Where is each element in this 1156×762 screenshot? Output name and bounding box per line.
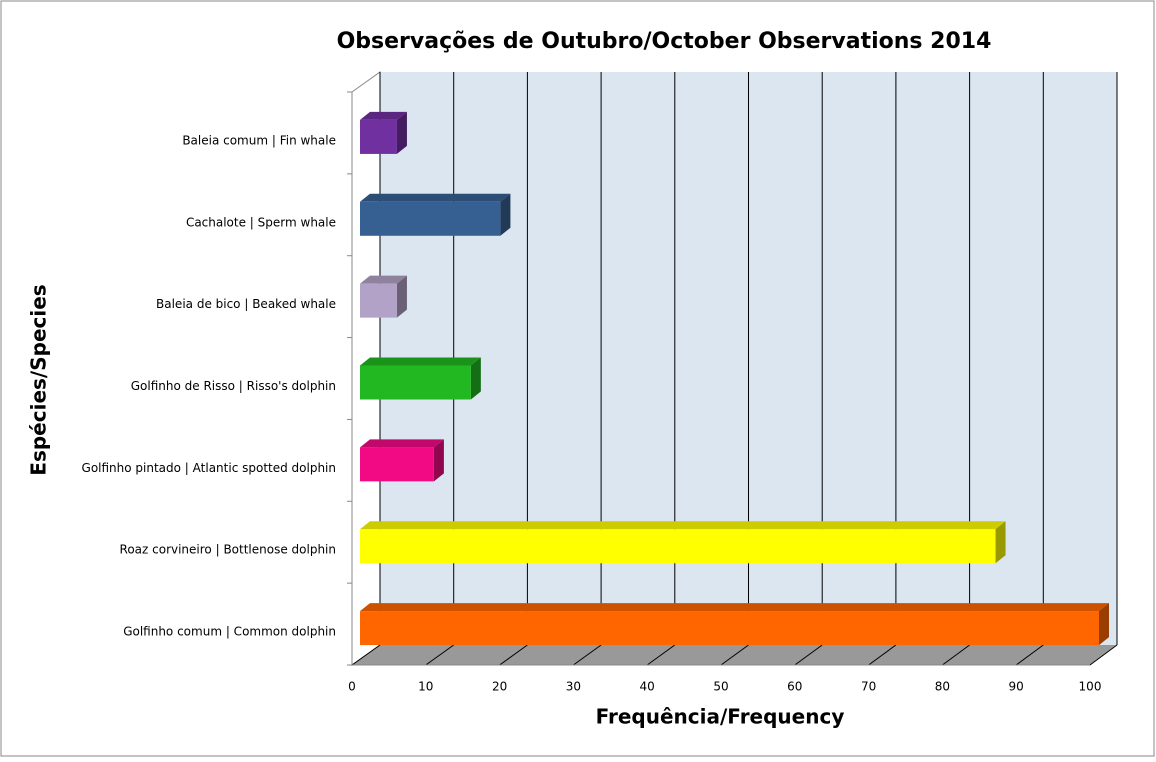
x-tick-label: 70	[861, 680, 876, 694]
x-tick-label: 40	[640, 680, 655, 694]
x-tick-label: 90	[1009, 680, 1024, 694]
bar-top	[360, 439, 444, 448]
x-tick-label: 60	[787, 680, 802, 694]
bar-front	[360, 201, 501, 236]
y-tick-label: Baleia de bico | Beaked whale	[156, 297, 336, 311]
bar	[360, 603, 1109, 646]
floor-grid-line	[720, 644, 749, 666]
bar-front	[360, 611, 1099, 646]
x-axis-label: Frequência/Frequency	[596, 705, 845, 729]
bar-front	[360, 365, 471, 400]
bar-top	[360, 521, 1006, 530]
x-tick-label: 80	[935, 680, 950, 694]
x-tick-label: 0	[348, 680, 356, 694]
floor-grid-line	[868, 644, 897, 666]
x-tick-label: 30	[566, 680, 581, 694]
bar-top	[360, 603, 1109, 612]
floor-grid-line	[425, 644, 454, 666]
bar-side	[500, 193, 511, 236]
x-tick-label: 100	[1079, 680, 1102, 694]
bar	[360, 275, 407, 318]
bar	[360, 439, 444, 482]
bar-top	[360, 275, 407, 284]
x-tick-label: 10	[418, 680, 433, 694]
y-tick-label: Golfinho pintado | Atlantic spotted dolp…	[82, 461, 336, 475]
y-tick-label: Golfinho de Risso | Risso's dolphin	[131, 379, 336, 393]
y-axis-label: Espécies/Species	[27, 284, 51, 475]
floor-grid-line	[1015, 644, 1044, 666]
floor-grid-line	[499, 644, 528, 666]
bar-front	[360, 283, 397, 318]
floor-grid-line	[573, 644, 602, 666]
bar-side	[433, 439, 444, 482]
chart-title: Observações de Outubro/October Observati…	[337, 29, 992, 54]
x-tick-label: 50	[713, 680, 728, 694]
bar	[360, 193, 511, 236]
bar-top	[360, 193, 511, 202]
bar	[360, 521, 1006, 564]
bar-side	[396, 111, 407, 154]
floor-grid-line	[646, 644, 676, 666]
floor-grid-line	[942, 644, 970, 666]
bar-front	[360, 529, 996, 564]
floor-grid-line	[1089, 644, 1118, 666]
bar-top	[360, 357, 481, 366]
floor-grid-line	[351, 644, 381, 666]
floor-grid-line	[794, 644, 823, 666]
y-tick-label: Golfinho comum | Common dolphin	[123, 625, 336, 639]
bar-top	[360, 111, 407, 120]
bar-side	[396, 275, 407, 318]
x-tick-label: 20	[492, 680, 507, 694]
bar-side	[1099, 603, 1109, 646]
bar-side	[995, 521, 1006, 564]
bar-front	[360, 119, 397, 154]
bar	[360, 357, 481, 400]
y-tick-label: Cachalote | Sperm whale	[186, 215, 336, 229]
y-tick-label: Baleia comum | Fin whale	[182, 133, 336, 147]
y-tick-label: Roaz corvineiro | Bottlenose dolphin	[120, 543, 336, 557]
bar-side	[470, 357, 481, 400]
bar-front	[360, 447, 434, 482]
bar	[360, 111, 407, 154]
